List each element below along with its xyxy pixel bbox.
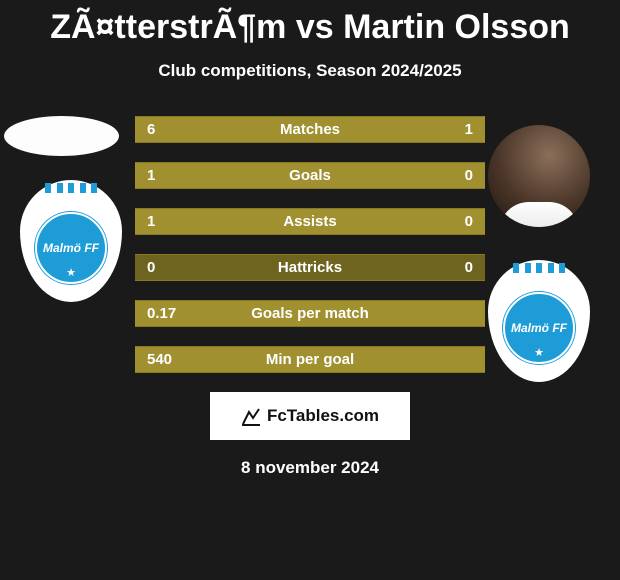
- date-label: 8 november 2024: [0, 458, 620, 478]
- stat-label: Matches: [135, 121, 485, 138]
- stat-label: Assists: [135, 213, 485, 230]
- stat-label: Goals: [135, 167, 485, 184]
- badge-label: FcTables.com: [267, 406, 379, 426]
- stat-left-value: 1: [147, 167, 155, 184]
- stat-label: Goals per match: [135, 305, 485, 322]
- stat-row: 6Matches1: [135, 116, 485, 143]
- stat-row: 0Hattricks0: [135, 254, 485, 281]
- stat-right-value: 0: [465, 213, 473, 230]
- stat-left-value: 1: [147, 213, 155, 230]
- club-star-icon: ★: [66, 266, 76, 279]
- fctables-badge[interactable]: FcTables.com: [210, 392, 410, 440]
- club-name-label: Malmö FF: [511, 321, 567, 335]
- stat-right-value: 0: [465, 259, 473, 276]
- club-star-icon: ★: [534, 346, 544, 359]
- stat-left-value: 6: [147, 121, 155, 138]
- chart-icon: [241, 406, 261, 426]
- stat-row: 540Min per goal: [135, 346, 485, 373]
- stat-left-value: 540: [147, 351, 172, 368]
- page-title: ZÃ¤tterstrÃ¶m vs Martin Olsson: [0, 0, 620, 47]
- stat-right-value: 1: [465, 121, 473, 138]
- stat-right-value: 0: [465, 167, 473, 184]
- club-name-label: Malmö FF: [43, 241, 99, 255]
- stat-row: 1Assists0: [135, 208, 485, 235]
- stat-label: Min per goal: [135, 351, 485, 368]
- stat-row: 0.17Goals per match: [135, 300, 485, 327]
- stat-row: 1Goals0: [135, 162, 485, 189]
- stat-label: Hattricks: [135, 259, 485, 276]
- season-subtitle: Club competitions, Season 2024/2025: [0, 61, 620, 81]
- stat-left-value: 0.17: [147, 305, 176, 322]
- stat-left-value: 0: [147, 259, 155, 276]
